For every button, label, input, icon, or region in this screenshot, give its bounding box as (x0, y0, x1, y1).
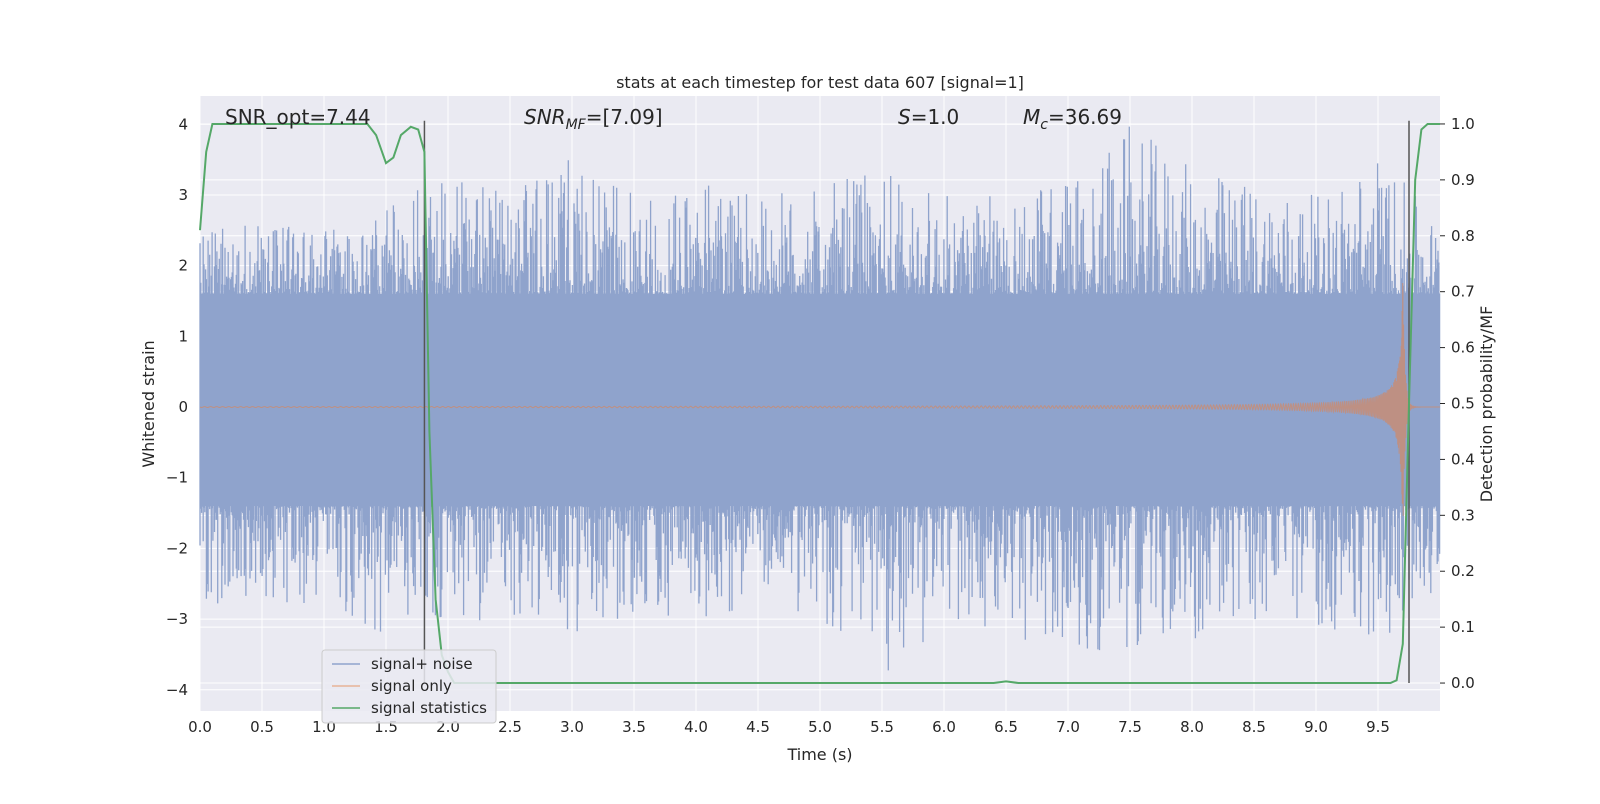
x-tick-label: 3.5 (622, 718, 646, 736)
y2-tick-label: 0.2 (1451, 562, 1475, 580)
snr-mf-label: SNR (524, 105, 566, 129)
snr-mf-value: =[7.09] (586, 105, 663, 129)
y2-tick-label: 0.1 (1451, 618, 1475, 636)
y-tick-label: 4 (178, 115, 188, 133)
x-tick-label: 9.0 (1304, 718, 1328, 736)
x-tick-label: 0.5 (250, 718, 274, 736)
x-tick-label: 9.5 (1366, 718, 1390, 736)
x-tick-label: 2.5 (498, 718, 522, 736)
y2-tick-label: 0.3 (1451, 506, 1475, 524)
x-tick-label: 0.0 (188, 718, 212, 736)
y2-tick-label: 0.0 (1451, 674, 1475, 692)
s-value: =1.0 (911, 105, 960, 129)
y2-tick-label: 0.8 (1451, 227, 1475, 245)
legend: signal+ noise signal only signal statist… (321, 649, 497, 724)
mc-subscript: c (1040, 117, 1048, 133)
chart-title: stats at each timestep for test data 607… (616, 73, 1024, 92)
x-tick-label: 8.0 (1180, 718, 1204, 736)
y2-tick-label: 0.9 (1451, 171, 1475, 189)
legend-label-signal-noise: signal+ noise (371, 655, 473, 673)
y2-tick-label: 0.5 (1451, 395, 1475, 413)
y-tick-label: 1 (178, 327, 188, 345)
noise-spikes (199, 126, 1441, 671)
legend-box (321, 649, 497, 724)
signal-only-series (199, 282, 1440, 516)
s-label: S (898, 105, 911, 129)
signal-plus-noise-series (199, 126, 1441, 671)
y-tick-label: −1 (166, 469, 188, 487)
y2-tick-label: 1.0 (1451, 115, 1475, 133)
snr-mf-annotation: SNRMF=[7.09] (524, 105, 663, 133)
x-tick-label: 3.0 (560, 718, 584, 736)
s-annotation: S=1.0 (898, 105, 959, 129)
legend-label-signal-only: signal only (371, 677, 452, 695)
x-tick-label: 5.0 (808, 718, 832, 736)
y2-axis-label: Detection probability/MF (1477, 306, 1496, 503)
x-tick-label: 7.5 (1118, 718, 1142, 736)
x-tick-label: 7.0 (1056, 718, 1080, 736)
snr-opt-annotation: SNR_opt=7.44 (225, 105, 371, 129)
x-tick-label: 5.5 (870, 718, 894, 736)
y2-tick-label: 0.7 (1451, 283, 1475, 301)
y-tick-label: 2 (178, 257, 188, 275)
mc-label: M (1023, 105, 1040, 129)
y-tick-label: −3 (166, 610, 188, 628)
y-tick-label: 3 (178, 186, 188, 204)
y2-tick-labels: 1.0 0.9 0.8 0.7 0.6 0.5 0.4 0.3 0.2 0.1 0.0 (1440, 115, 1475, 692)
legend-label-signal-statistics: signal statistics (371, 699, 487, 717)
snr-mf-subscript: MF (566, 117, 587, 133)
x-tick-label: 6.0 (932, 718, 956, 736)
x-tick-label: 6.5 (994, 718, 1018, 736)
x-axis-label: Time (s) (786, 745, 852, 764)
y2-tick-label: 0.6 (1451, 339, 1475, 357)
y-tick-label: −2 (166, 539, 188, 557)
y-tick-label: −4 (166, 681, 188, 699)
y-axis-label: Whitened strain (139, 340, 158, 467)
y-tick-labels: 4 3 2 1 0 −1 −2 −3 −4 (166, 115, 188, 699)
x-tick-label: 4.5 (746, 718, 770, 736)
signal-only-line (199, 282, 1440, 516)
mc-value: =36.69 (1048, 105, 1122, 129)
x-tick-label: 4.0 (684, 718, 708, 736)
x-tick-label: 8.5 (1242, 718, 1266, 736)
mc-annotation: Mc=36.69 (1023, 105, 1122, 133)
y-tick-label: 0 (178, 398, 188, 416)
y2-tick-label: 0.4 (1451, 450, 1475, 468)
